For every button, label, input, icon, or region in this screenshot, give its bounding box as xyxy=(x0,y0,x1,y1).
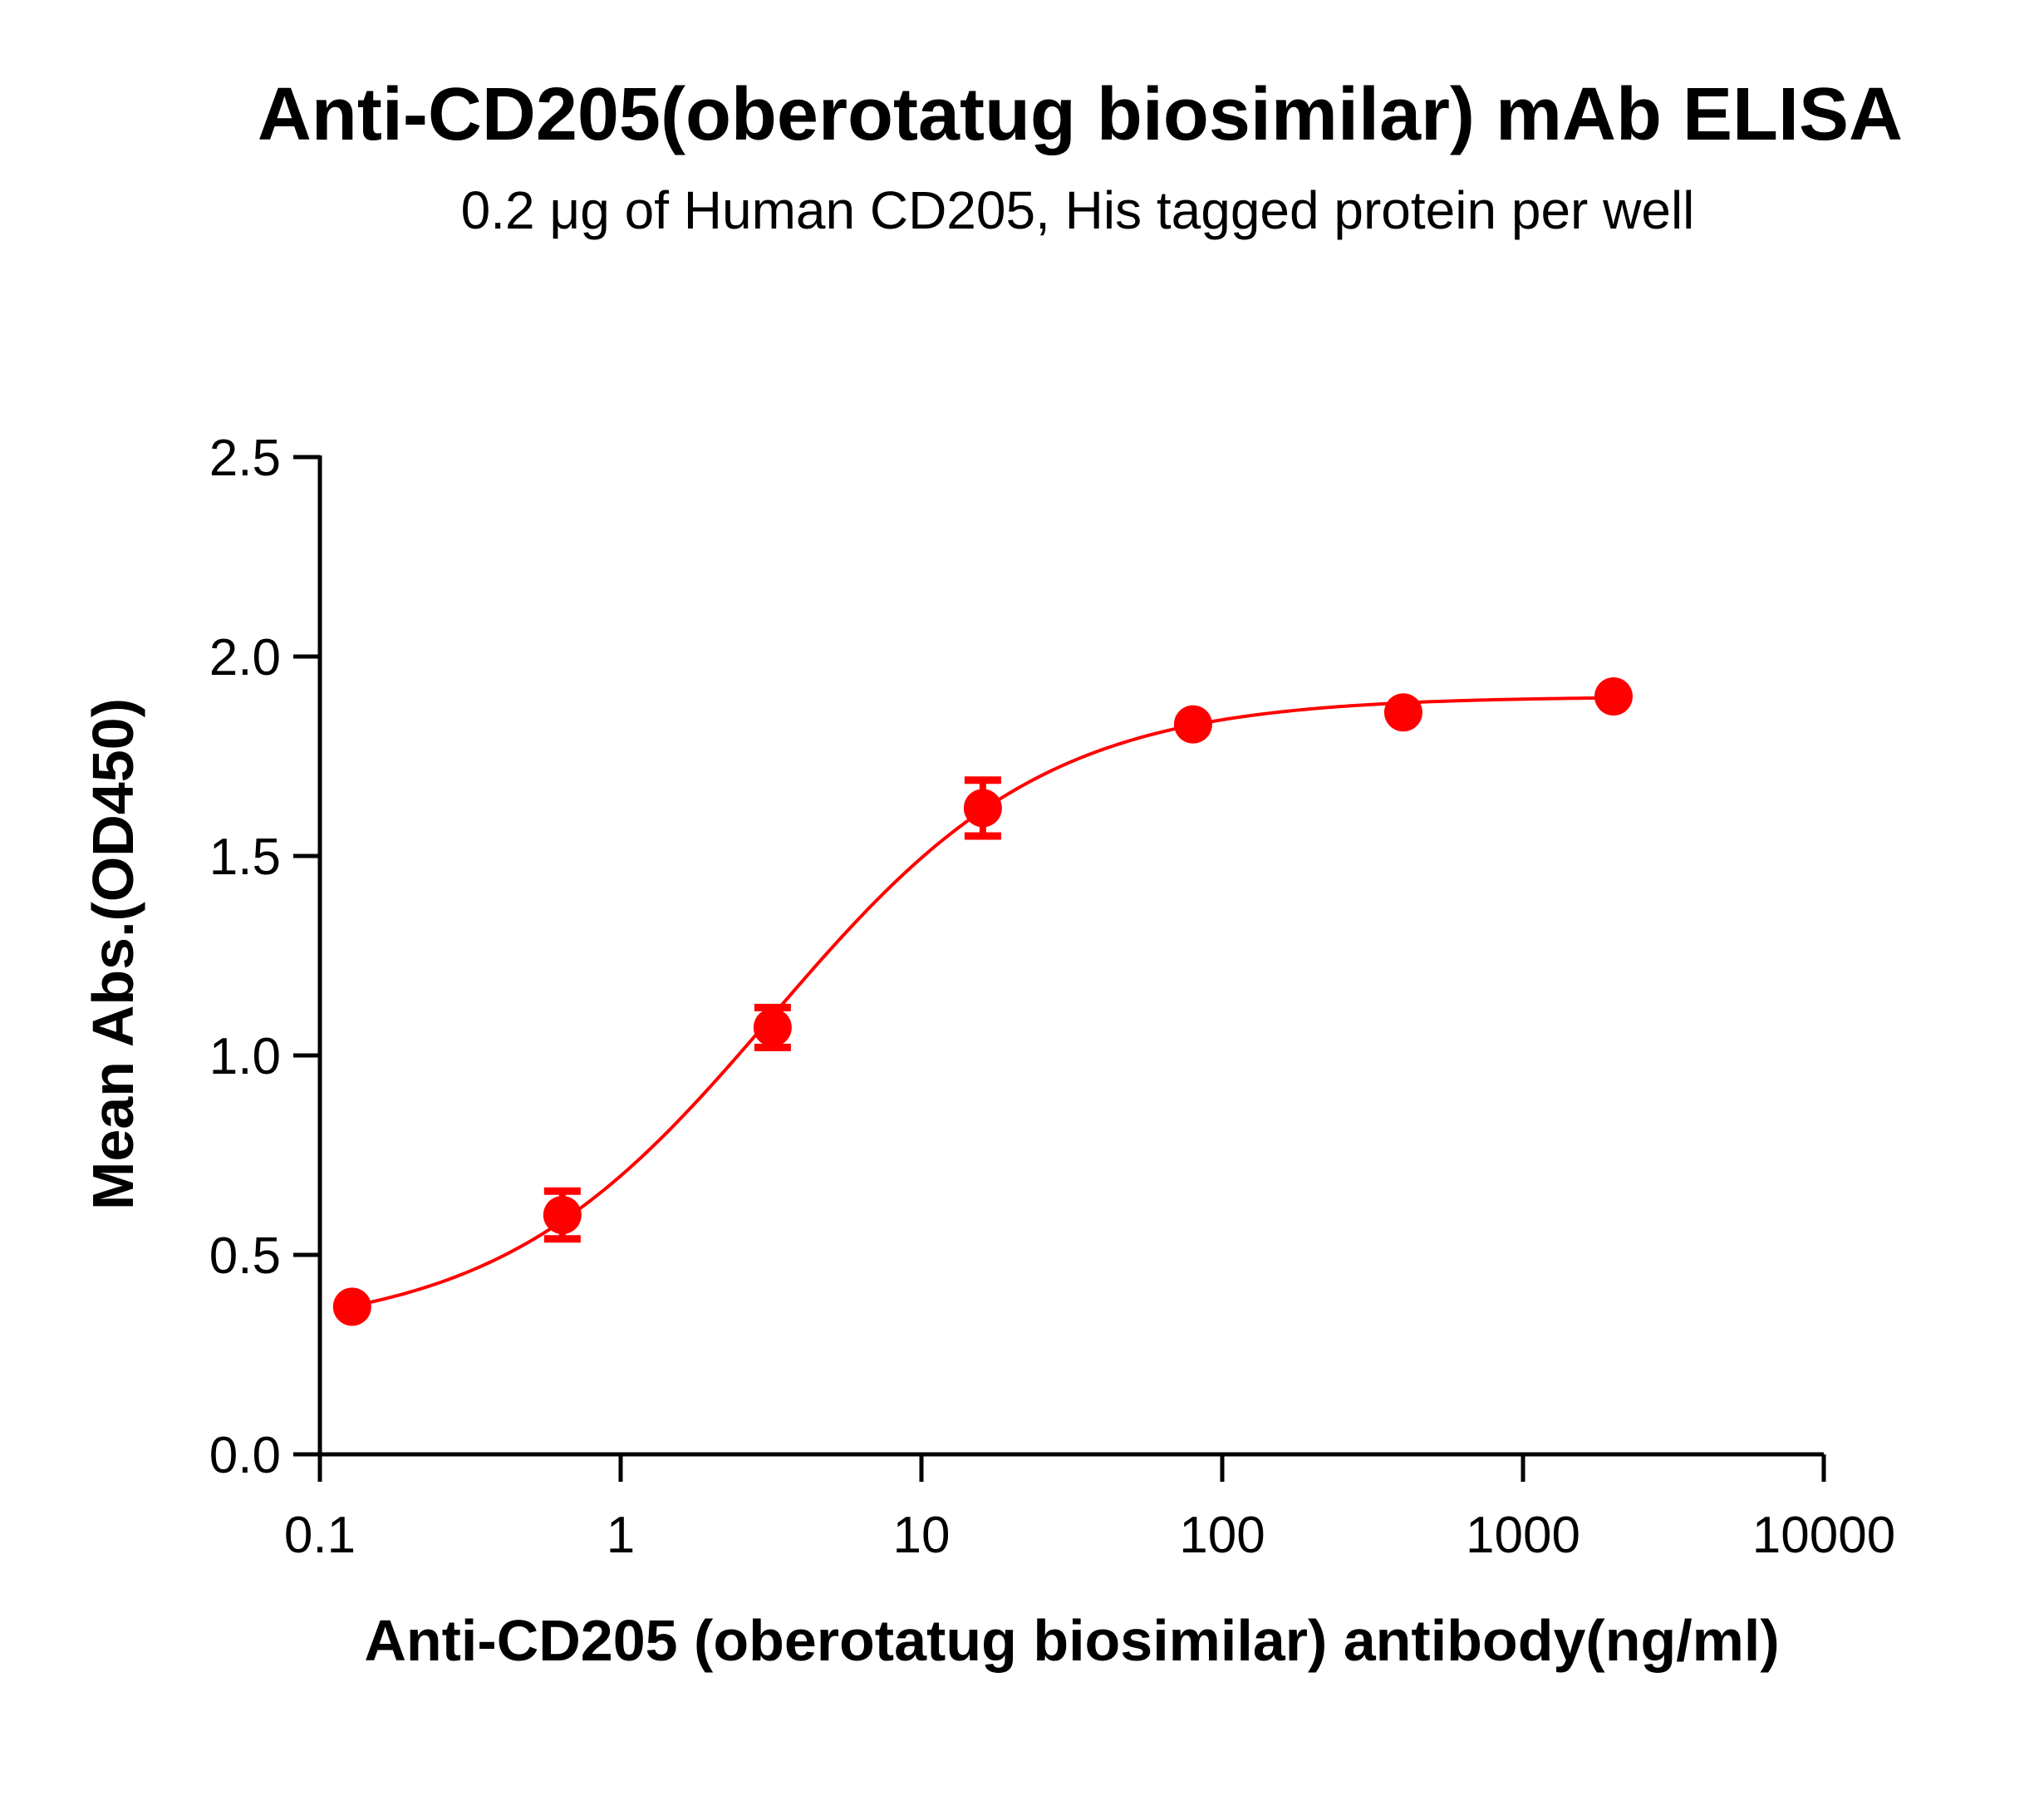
x-tick-label: 1000 xyxy=(1466,1507,1580,1564)
y-tick-label: 2.5 xyxy=(209,430,281,487)
y-axis-ticks: 0.0 0.5 1.0 1.5 2.0 2.5 xyxy=(209,430,320,1484)
y-tick-label: 0.5 xyxy=(209,1227,281,1285)
data-point xyxy=(1594,677,1633,716)
y-tick-label: 2.0 xyxy=(209,629,281,686)
data-point xyxy=(332,1287,371,1326)
y-tick-label: 1.0 xyxy=(209,1028,281,1085)
x-tick-label: 10 xyxy=(893,1507,951,1564)
data-point xyxy=(753,1008,792,1047)
data-point xyxy=(1383,693,1422,732)
chart-title: Anti-CD205(oberotatug biosimilar) mAb EL… xyxy=(258,73,1903,156)
y-tick-label: 1.5 xyxy=(209,829,281,886)
x-tick-label: 0.1 xyxy=(284,1507,356,1564)
x-axis-ticks: 0.1 1 10 100 1000 10000 xyxy=(284,1454,1895,1564)
x-axis-label: Anti-CD205 (oberotatug biosimilar) antib… xyxy=(364,1608,1779,1673)
x-tick-label: 10000 xyxy=(1752,1507,1895,1564)
chart-subtitle: 0.2 μg of Human CD205, His tagged protei… xyxy=(461,180,1695,240)
x-tick-label: 1 xyxy=(607,1507,635,1564)
data-point xyxy=(543,1196,582,1234)
y-axis-label: Mean Abs.(OD450) xyxy=(81,698,145,1210)
plot-axes xyxy=(317,455,1824,1457)
data-point xyxy=(1173,705,1212,744)
x-tick-label: 100 xyxy=(1179,1507,1265,1564)
data-point xyxy=(963,789,1002,828)
data-points xyxy=(332,677,1633,1326)
y-tick-label: 0.0 xyxy=(209,1427,281,1484)
